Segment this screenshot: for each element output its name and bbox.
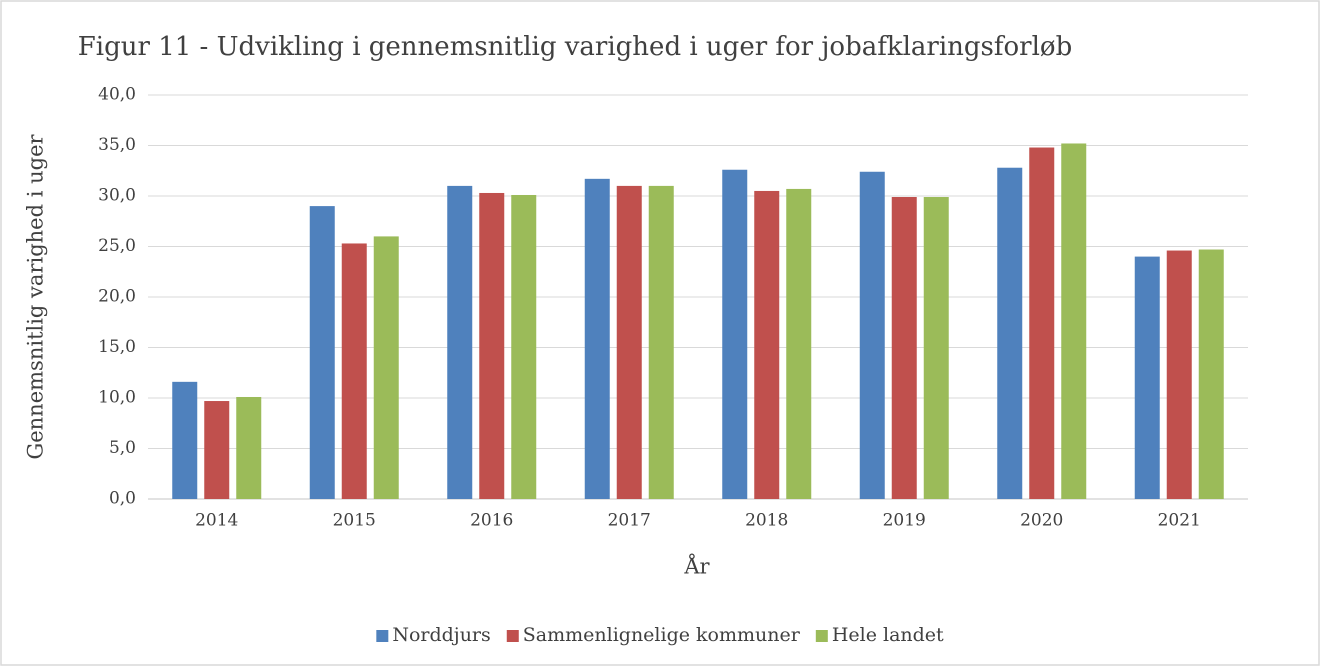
bar [236, 396, 262, 499]
y-tick-label: 20,0 [98, 287, 136, 307]
bar [584, 178, 610, 499]
legend-label: Sammenlignelige kommuner [523, 624, 801, 646]
bar [616, 185, 642, 499]
x-tick-label: 2020 [1020, 511, 1063, 531]
y-tick-label: 40,0 [98, 85, 136, 105]
y-tick-label: 10,0 [98, 388, 136, 408]
bar [172, 381, 198, 499]
bar [923, 197, 949, 499]
y-tick-label: 15,0 [98, 337, 136, 357]
x-tick-label: 2014 [195, 511, 238, 531]
bar [891, 197, 917, 499]
x-tick-label: 2017 [608, 511, 651, 531]
x-tick-label: 2018 [745, 511, 788, 531]
y-axis-label: Gennemsnitlig varighed i uger [24, 134, 48, 460]
bar [447, 185, 473, 499]
chart-title: Figur 11 - Udvikling i gennemsnitlig var… [78, 32, 1072, 62]
bar [309, 206, 335, 499]
x-tick-label: 2016 [470, 511, 513, 531]
bar [722, 169, 748, 500]
x-tick-label: 2021 [1158, 511, 1201, 531]
legend-swatch [506, 630, 519, 642]
y-tick-label: 25,0 [98, 236, 136, 256]
bar [1134, 256, 1160, 499]
bar [1061, 143, 1087, 500]
x-tick-label: 2019 [883, 511, 926, 531]
y-tick-label: 5,0 [109, 438, 136, 458]
y-tick-label: 35,0 [98, 135, 136, 155]
bar [511, 194, 537, 500]
legend-label: Norddjurs [392, 624, 490, 646]
bar [648, 185, 674, 499]
bar [479, 192, 505, 499]
bar [859, 171, 885, 499]
bar [341, 243, 367, 499]
bar [204, 401, 230, 499]
bar [1198, 249, 1224, 499]
x-axis-label: År [683, 554, 710, 579]
x-tick-label: 2015 [333, 511, 376, 531]
y-tick-label: 30,0 [98, 186, 136, 206]
bar [997, 167, 1023, 499]
bar [373, 236, 399, 499]
legend-label: Hele landet [832, 624, 944, 646]
bar [1029, 147, 1055, 499]
bar [1166, 250, 1192, 499]
legend-swatch [815, 630, 828, 642]
y-tick-label: 0,0 [109, 489, 136, 509]
bar [786, 188, 812, 499]
legend-swatch [376, 630, 389, 642]
bar [754, 190, 780, 499]
